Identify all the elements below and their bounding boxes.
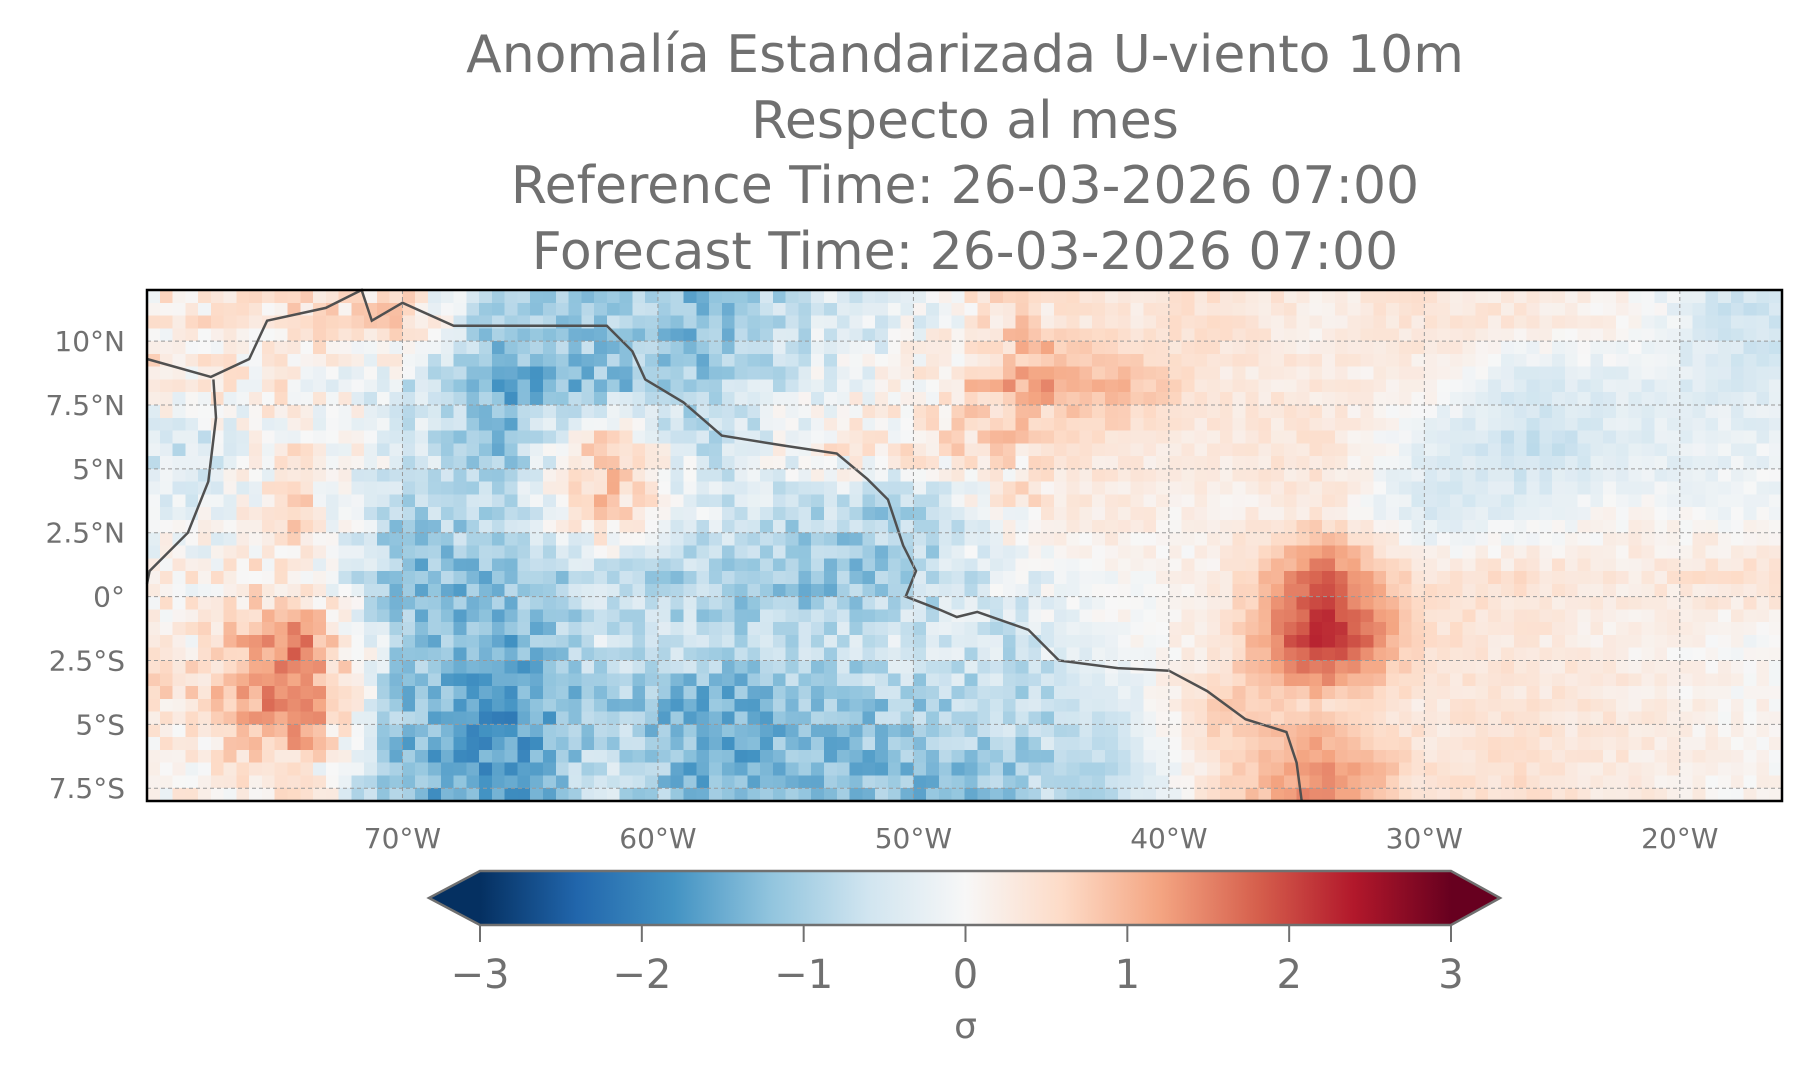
coastline (146, 288, 1303, 802)
y-tick-label: 5°N (72, 453, 125, 486)
colorbar-tick-label: −2 (612, 952, 671, 998)
title-line-2: Respecto al mes (751, 91, 1179, 151)
y-tick-label: 7.5°N (46, 389, 125, 422)
plot-frame (145, 288, 1784, 803)
y-tick-label: 7.5°S (49, 772, 125, 805)
anomaly-heatmap (147, 290, 1782, 801)
pacific-coastline (145, 379, 218, 585)
colorbar-tick-label: −3 (451, 952, 510, 998)
x-tick-label: 40°W (1130, 822, 1207, 855)
x-tick-label: 30°W (1386, 822, 1463, 855)
colorbar-tick-label: −1 (774, 952, 833, 998)
x-tick-label: 70°W (364, 822, 441, 855)
x-tick-label: 60°W (619, 822, 696, 855)
title-line-1: Anomalía Estandarizada U-viento 10m (466, 25, 1464, 85)
x-tick-label: 50°W (875, 822, 952, 855)
colorbar-extend-low (429, 871, 480, 925)
y-tick-label: 2.5°S (49, 644, 125, 677)
y-tick-label: 10°N (54, 325, 125, 358)
y-tick-label: 5°S (75, 708, 125, 741)
title-line-4: Forecast Time: 26-03-2026 07:00 (531, 222, 1399, 282)
y-tick-label: 2.5°N (46, 517, 125, 550)
y-tick-label: 0° (93, 581, 125, 614)
colorbar-extend-high (1451, 871, 1500, 925)
colorbar (480, 871, 1451, 925)
x-tick-label: 20°W (1641, 822, 1718, 855)
colorbar-tick-label: 3 (1438, 952, 1463, 998)
colorbar-label: σ (954, 1006, 977, 1047)
colorbar-tick-label: 0 (953, 952, 978, 998)
title-line-3: Reference Time: 26-03-2026 07:00 (510, 156, 1420, 216)
colorbar-tick-label: 1 (1115, 952, 1140, 998)
colorbar-tick-label: 2 (1276, 952, 1301, 998)
